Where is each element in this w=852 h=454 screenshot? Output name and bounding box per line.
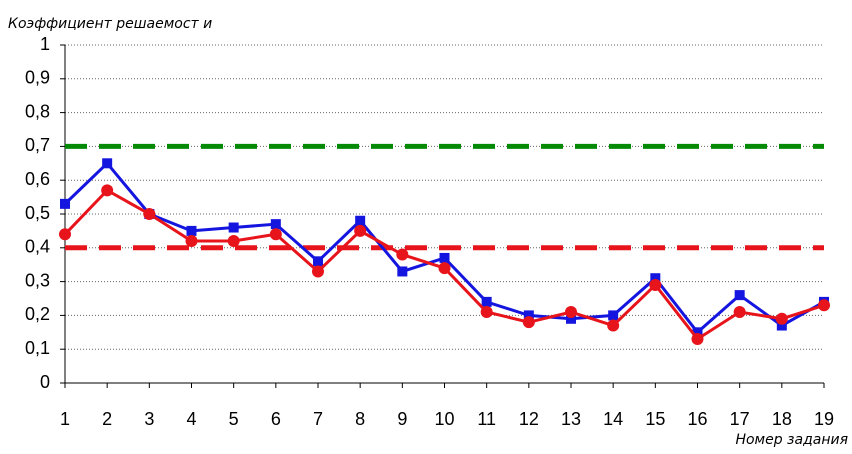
marker <box>396 248 409 261</box>
marker <box>313 256 323 267</box>
marker <box>565 306 577 319</box>
y-tick-label: 1 <box>40 34 50 54</box>
marker <box>776 320 787 331</box>
marker <box>227 235 240 248</box>
x-tick-label: 5 <box>229 409 239 429</box>
marker <box>818 299 830 312</box>
x-tick-label: 11 <box>477 409 496 429</box>
x-tick-label: 15 <box>645 409 665 429</box>
marker <box>480 306 493 319</box>
marker <box>649 278 662 291</box>
x-tick-label: 10 <box>434 409 454 429</box>
marker <box>775 312 788 325</box>
marker <box>186 225 197 236</box>
y-tick-label: 0,2 <box>25 304 50 324</box>
marker <box>355 215 366 226</box>
marker <box>269 228 282 241</box>
x-tick-label: 19 <box>814 409 834 429</box>
marker <box>101 184 114 197</box>
y-tick-label: 0 <box>40 372 50 392</box>
marker <box>397 266 408 277</box>
marker <box>354 224 367 237</box>
marker <box>312 265 324 278</box>
x-tick-label: 16 <box>687 409 707 429</box>
marker <box>438 262 451 275</box>
x-tick-label: 2 <box>102 409 112 429</box>
x-tick-label: 4 <box>186 409 196 429</box>
marker <box>59 228 71 241</box>
x-tick-label: 17 <box>730 409 750 429</box>
marker <box>439 252 450 263</box>
y-tick-label: 0,1 <box>25 338 50 358</box>
marker <box>228 222 239 233</box>
marker <box>60 198 70 209</box>
x-tick-label: 18 <box>772 409 792 429</box>
marker <box>607 319 620 332</box>
x-tick-label: 13 <box>561 409 581 429</box>
marker <box>270 219 281 230</box>
y-tick-label: 0,6 <box>25 169 50 189</box>
x-tick-label: 9 <box>397 409 407 429</box>
marker <box>733 306 746 319</box>
marker <box>143 208 156 220</box>
x-tick-label: 1 <box>60 409 70 429</box>
marker <box>692 327 703 338</box>
x-tick-label: 6 <box>271 409 281 429</box>
marker <box>734 290 745 301</box>
x-tick-label: 14 <box>603 409 623 429</box>
x-tick-label: 7 <box>313 409 323 429</box>
x-axis-label: Номер задания <box>735 432 848 448</box>
marker <box>522 316 535 329</box>
y-tick-label: 0,4 <box>25 237 50 257</box>
y-tick-label: 0,7 <box>25 135 50 155</box>
marker <box>185 235 198 248</box>
marker <box>650 273 661 284</box>
y-tick-label: 0,9 <box>25 68 50 88</box>
y-tick-label: 0,5 <box>25 203 50 223</box>
x-tick-label: 3 <box>144 409 154 429</box>
y-tick-label: 0,3 <box>25 270 50 290</box>
y-axis-label: Коэффициент решаемост и <box>8 16 212 32</box>
marker <box>608 310 619 321</box>
x-tick-label: 8 <box>355 409 365 429</box>
marker <box>481 296 492 307</box>
y-tick-label: 0,8 <box>25 101 50 121</box>
marker <box>102 158 113 169</box>
marker <box>691 333 704 346</box>
marker <box>566 313 576 324</box>
x-tick-label: 12 <box>519 409 539 429</box>
marker <box>523 310 534 321</box>
